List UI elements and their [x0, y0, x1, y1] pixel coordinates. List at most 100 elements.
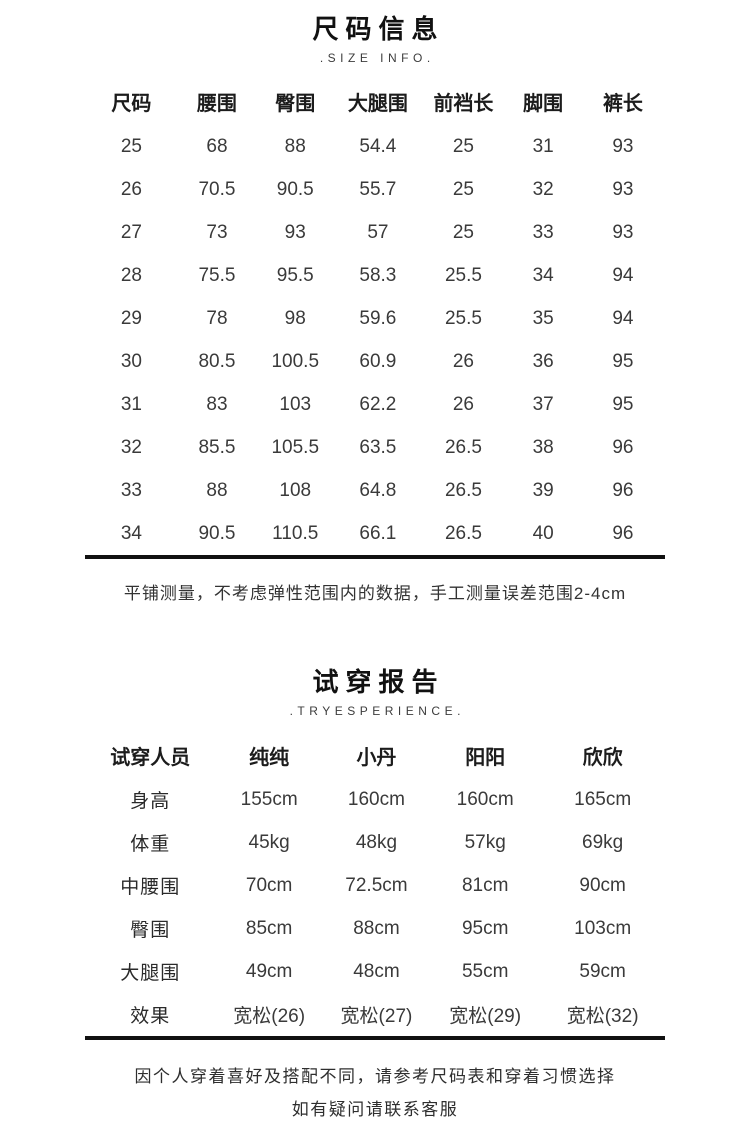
value-cell: 34	[532, 264, 554, 286]
value-cell: 25	[452, 178, 474, 200]
column-header: 欣欣	[582, 746, 623, 769]
value-cell: 78	[206, 307, 228, 329]
row-label-cell: 33	[120, 479, 142, 501]
value-cell: 66.1	[359, 522, 397, 544]
row-label-cell: 中腰围	[120, 877, 181, 898]
try-on-table-container: 试穿人员 纯纯 小丹 阳阳 欣欣 身高 155cm 160cm 160cm 165cm 体重 45k…	[85, 732, 665, 1040]
value-cell: 93	[284, 221, 306, 243]
column-header: 裤长	[602, 92, 643, 115]
row-label-cell: 26	[120, 178, 142, 200]
value-cell: 80.5	[198, 350, 236, 372]
value-cell: 155cm	[240, 788, 298, 810]
footer-line-2: 如有疑问请联系客服	[291, 1100, 459, 1119]
row-label-cell: 34	[120, 522, 142, 544]
value-cell: 81cm	[461, 874, 509, 896]
table-row: 27 73 93 57 25 33 93	[85, 211, 665, 254]
try-on-table-header-row: 试穿人员 纯纯 小丹 阳阳 欣欣	[85, 732, 665, 778]
column-header: 试穿人员	[110, 746, 191, 769]
value-cell: 70.5	[198, 178, 236, 200]
value-cell: 85cm	[245, 917, 293, 939]
table-row: 25 68 88 54.4 25 31 93	[85, 125, 665, 168]
value-cell: 55.7	[359, 178, 397, 200]
column-header: 纯纯	[249, 746, 290, 769]
value-cell: 31	[532, 135, 554, 157]
value-cell: 94	[612, 264, 634, 286]
value-cell: 73	[206, 221, 228, 243]
size-info-header: 尺码信息 .SIZE INFO.	[0, 0, 750, 65]
value-cell: 48cm	[353, 960, 400, 982]
value-cell: 26.5	[444, 522, 482, 544]
table-row: 体重 45kg 48kg 57kg 69kg	[85, 821, 665, 864]
table-row: 中腰围 70cm 72.5cm 81cm 90cm	[85, 864, 665, 907]
value-cell: 95	[612, 350, 634, 372]
value-cell: 62.2	[359, 393, 397, 415]
value-cell: 36	[532, 350, 554, 372]
table-row: 效果 宽松(26) 宽松(27) 宽松(29) 宽松(32)	[85, 993, 665, 1038]
value-cell: 69kg	[582, 831, 624, 853]
value-cell: 25.5	[444, 264, 482, 286]
row-label-cell: 体重	[130, 834, 171, 855]
value-cell: 60.9	[359, 350, 397, 372]
column-header: 小丹	[356, 746, 397, 769]
column-header: 腰围	[196, 92, 237, 115]
value-cell: 38	[532, 436, 554, 458]
table-row: 身高 155cm 160cm 160cm 165cm	[85, 778, 665, 821]
table-row: 32 85.5 105.5 63.5 26.5 38 96	[85, 426, 665, 469]
row-label-cell: 效果	[130, 1006, 171, 1027]
value-cell: 110.5	[272, 522, 319, 544]
value-cell: 48kg	[355, 831, 398, 853]
try-on-title: 试穿报告	[312, 667, 445, 697]
value-cell: 105.5	[271, 436, 320, 458]
column-header: 前裆长	[433, 92, 494, 115]
row-label-cell: 27	[120, 221, 142, 243]
value-cell: 94	[612, 307, 634, 329]
table-row: 26 70.5 90.5 55.7 25 32 93	[85, 168, 665, 211]
value-cell: 93	[612, 135, 634, 157]
try-on-table: 试穿人员 纯纯 小丹 阳阳 欣欣 身高 155cm 160cm 160cm 165cm 体重 45k…	[85, 732, 665, 1040]
row-label-cell: 大腿围	[120, 963, 181, 984]
value-cell: 160cm	[456, 788, 514, 810]
value-cell: 宽松(29)	[449, 1006, 522, 1027]
row-label-cell: 身高	[130, 791, 171, 812]
value-cell: 90.5	[198, 522, 236, 544]
size-table-container: 尺码 腰围 臀围 大腿围 前裆长 脚围 裤长 25 68 88 54.4 25 31 93 26 70.5 9…	[85, 77, 665, 559]
value-cell: 64.8	[359, 479, 397, 501]
table-row: 29 78 98 59.6 25.5 35 94	[85, 297, 665, 340]
value-cell: 70cm	[245, 874, 293, 896]
try-on-subtitle: .TRYESPERIENCE.	[289, 704, 465, 718]
row-label-cell: 32	[120, 436, 142, 458]
table-row: 31 83 103 62.2 26 37 95	[85, 383, 665, 426]
table-row: 大腿围 49cm 48cm 55cm 59cm	[85, 950, 665, 993]
value-cell: 32	[532, 178, 554, 200]
value-cell: 63.5	[359, 436, 397, 458]
row-label-cell: 30	[120, 350, 142, 372]
value-cell: 165cm	[574, 788, 632, 810]
value-cell: 88	[206, 479, 228, 501]
value-cell: 95	[612, 393, 634, 415]
value-cell: 55cm	[461, 960, 509, 982]
value-cell: 25	[452, 221, 474, 243]
value-cell: 96	[612, 479, 634, 501]
value-cell: 103	[279, 393, 312, 415]
value-cell: 37	[532, 393, 554, 415]
table-row: 28 75.5 95.5 58.3 25.5 34 94	[85, 254, 665, 297]
value-cell: 54.4	[359, 135, 397, 157]
value-cell: 26.5	[444, 436, 482, 458]
value-cell: 宽松(32)	[566, 1006, 639, 1027]
value-cell: 95cm	[461, 917, 509, 939]
value-cell: 59cm	[579, 960, 626, 982]
value-cell: 57	[367, 221, 389, 243]
value-cell: 108	[279, 479, 312, 501]
value-cell: 95.5	[276, 264, 314, 286]
column-header: 阳阳	[465, 746, 506, 769]
size-info-subtitle: .SIZE INFO.	[319, 51, 435, 65]
value-cell: 98	[284, 307, 306, 329]
value-cell: 96	[612, 522, 634, 544]
value-cell: 85.5	[198, 436, 236, 458]
column-header: 尺码	[111, 92, 152, 115]
value-cell: 83	[206, 393, 228, 415]
value-cell: 39	[532, 479, 554, 501]
column-header: 脚围	[523, 92, 564, 115]
footer-note: 因个人穿着喜好及搭配不同，请参考尺码表和穿着习惯选择 如有疑问请联系客服	[0, 1060, 750, 1126]
